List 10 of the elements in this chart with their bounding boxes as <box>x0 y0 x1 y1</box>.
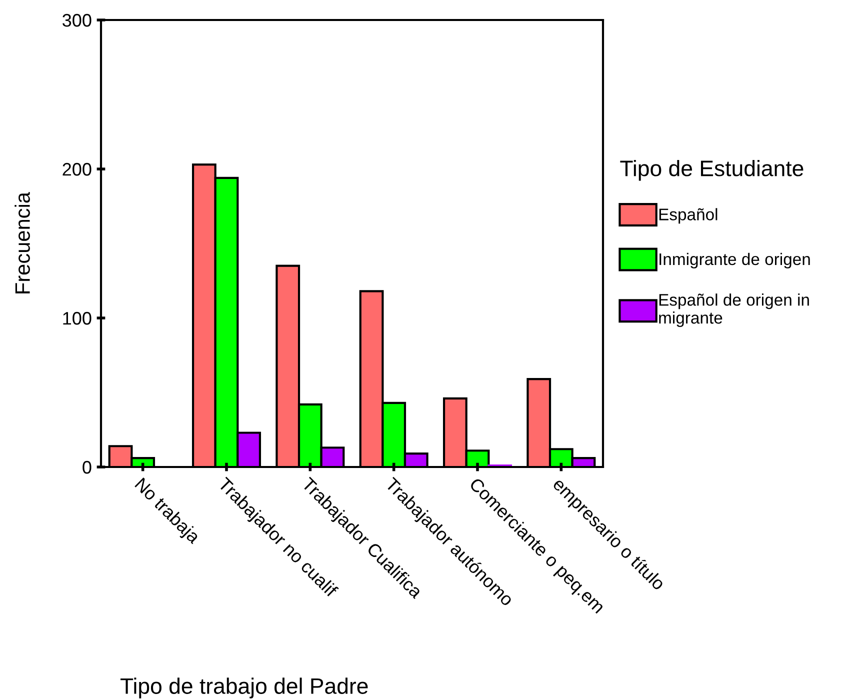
y-tick-label: 0 <box>82 460 92 474</box>
legend-label: Inmigrante de origen <box>660 252 810 268</box>
legend-label: Español <box>659 208 718 224</box>
legend-title: Tipo de Estudiante <box>620 160 804 181</box>
y-axis-title: Frecuencia <box>14 192 30 294</box>
y-tick-label: 100 <box>63 312 92 325</box>
x-axis-title: Tipo de trabajo del Padre <box>120 678 368 698</box>
y-tick-label: 300 <box>62 14 92 27</box>
legend-label: Español de origen in migrante <box>659 294 809 328</box>
y-tick-label: 200 <box>62 162 92 176</box>
